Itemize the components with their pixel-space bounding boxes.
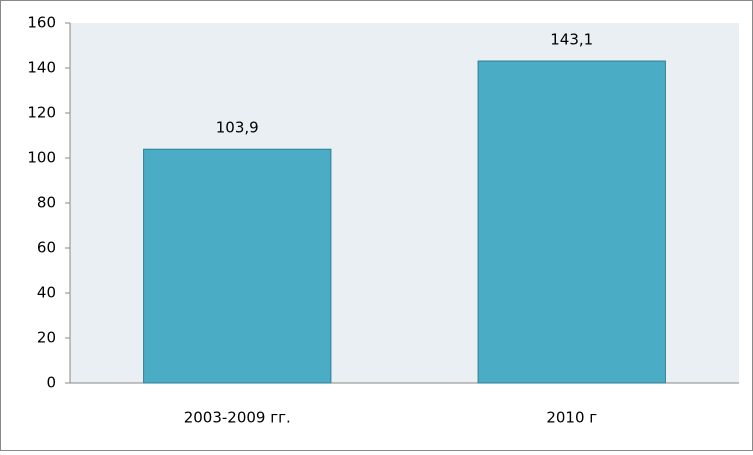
y-tick-label: 20 — [37, 329, 56, 347]
x-tick-label: 2010 г — [546, 409, 597, 427]
x-tick-label: 2003-2009 гг. — [184, 409, 291, 427]
value-label: 143,1 — [550, 31, 593, 49]
y-tick-label: 100 — [27, 149, 56, 167]
y-tick-label: 80 — [37, 194, 56, 212]
y-tick-label: 40 — [37, 284, 56, 302]
bar — [143, 148, 332, 384]
y-tick-label: 120 — [27, 104, 56, 122]
bar — [477, 60, 666, 384]
y-tick-label: 60 — [37, 239, 56, 257]
y-tick-label: 160 — [27, 14, 56, 32]
y-tick-label: 140 — [27, 59, 56, 77]
y-tick-label: 0 — [46, 374, 56, 392]
value-label: 103,9 — [216, 119, 259, 137]
